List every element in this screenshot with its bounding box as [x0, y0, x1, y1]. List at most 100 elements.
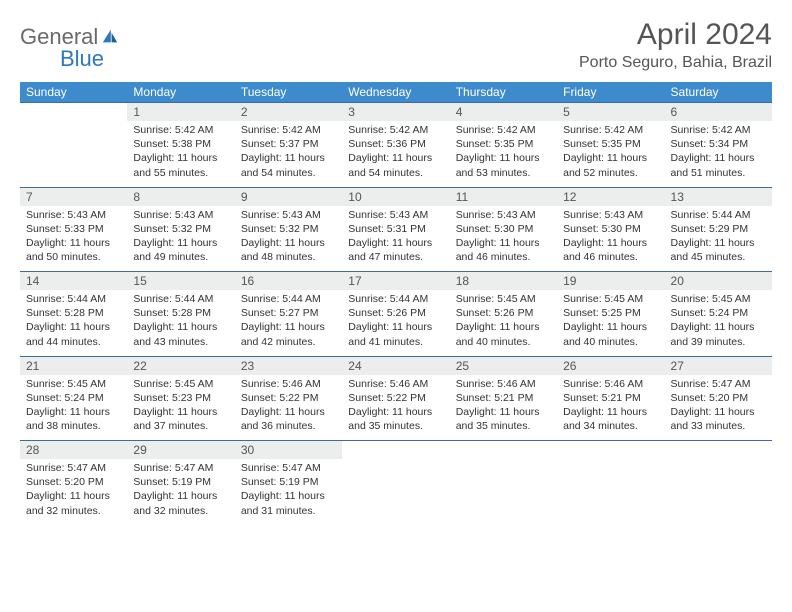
daylight-text: Daylight: 11 hours and 36 minutes. [241, 405, 336, 433]
day-cell: Sunrise: 5:43 AMSunset: 5:32 PMDaylight:… [235, 206, 342, 272]
day-number: 19 [557, 272, 664, 291]
day-number: 11 [450, 187, 557, 206]
day-number: 3 [342, 103, 449, 122]
daylight-text: Daylight: 11 hours and 40 minutes. [456, 320, 551, 348]
day-number: 10 [342, 187, 449, 206]
day-number: 24 [342, 356, 449, 375]
day-number: 25 [450, 356, 557, 375]
day-cell: Sunrise: 5:46 AMSunset: 5:22 PMDaylight:… [235, 375, 342, 441]
daylight-text: Daylight: 11 hours and 32 minutes. [133, 489, 228, 517]
sunset-text: Sunset: 5:35 PM [563, 137, 658, 151]
sunrise-text: Sunrise: 5:46 AM [348, 377, 443, 391]
sunrise-text: Sunrise: 5:44 AM [671, 208, 766, 222]
title-block: April 2024 Porto Seguro, Bahia, Brazil [579, 18, 772, 72]
daylight-text: Daylight: 11 hours and 53 minutes. [456, 151, 551, 179]
day-cell: Sunrise: 5:47 AMSunset: 5:19 PMDaylight:… [235, 459, 342, 525]
day-cell: Sunrise: 5:47 AMSunset: 5:20 PMDaylight:… [20, 459, 127, 525]
day-cell: Sunrise: 5:44 AMSunset: 5:29 PMDaylight:… [665, 206, 772, 272]
sunset-text: Sunset: 5:26 PM [348, 306, 443, 320]
sunrise-text: Sunrise: 5:45 AM [563, 292, 658, 306]
sunrise-text: Sunrise: 5:43 AM [241, 208, 336, 222]
day-number: 30 [235, 441, 342, 460]
day-number: 12 [557, 187, 664, 206]
weekday-header: Tuesday [235, 82, 342, 103]
sunset-text: Sunset: 5:28 PM [26, 306, 121, 320]
day-number: 18 [450, 272, 557, 291]
day-number: 6 [665, 103, 772, 122]
daylight-text: Daylight: 11 hours and 50 minutes. [26, 236, 121, 264]
sunset-text: Sunset: 5:20 PM [26, 475, 121, 489]
sunset-text: Sunset: 5:32 PM [241, 222, 336, 236]
daynum-row: 78910111213 [20, 187, 772, 206]
day-cell: Sunrise: 5:42 AMSunset: 5:36 PMDaylight:… [342, 121, 449, 187]
sunset-text: Sunset: 5:19 PM [241, 475, 336, 489]
weekday-header: Sunday [20, 82, 127, 103]
sunset-text: Sunset: 5:26 PM [456, 306, 551, 320]
daynum-row: 123456 [20, 103, 772, 122]
day-cell: Sunrise: 5:43 AMSunset: 5:33 PMDaylight:… [20, 206, 127, 272]
day-cell: Sunrise: 5:44 AMSunset: 5:27 PMDaylight:… [235, 290, 342, 356]
day-cell: Sunrise: 5:44 AMSunset: 5:28 PMDaylight:… [20, 290, 127, 356]
day-number: 9 [235, 187, 342, 206]
day-number: 7 [20, 187, 127, 206]
day-number: 20 [665, 272, 772, 291]
sunrise-text: Sunrise: 5:45 AM [133, 377, 228, 391]
day-cell: Sunrise: 5:46 AMSunset: 5:21 PMDaylight:… [557, 375, 664, 441]
weekday-header: Monday [127, 82, 234, 103]
sunrise-text: Sunrise: 5:45 AM [671, 292, 766, 306]
day-cell: Sunrise: 5:46 AMSunset: 5:22 PMDaylight:… [342, 375, 449, 441]
sunset-text: Sunset: 5:21 PM [563, 391, 658, 405]
logo: GeneralBlue [20, 24, 120, 72]
sunset-text: Sunset: 5:31 PM [348, 222, 443, 236]
sunset-text: Sunset: 5:28 PM [133, 306, 228, 320]
sunrise-text: Sunrise: 5:44 AM [348, 292, 443, 306]
daylight-text: Daylight: 11 hours and 40 minutes. [563, 320, 658, 348]
sunrise-text: Sunrise: 5:46 AM [563, 377, 658, 391]
daylight-text: Daylight: 11 hours and 46 minutes. [563, 236, 658, 264]
sunset-text: Sunset: 5:22 PM [241, 391, 336, 405]
day-cell: Sunrise: 5:45 AMSunset: 5:26 PMDaylight:… [450, 290, 557, 356]
day-cell: Sunrise: 5:44 AMSunset: 5:26 PMDaylight:… [342, 290, 449, 356]
day-cell: Sunrise: 5:43 AMSunset: 5:32 PMDaylight:… [127, 206, 234, 272]
sunset-text: Sunset: 5:36 PM [348, 137, 443, 151]
day-cell: Sunrise: 5:45 AMSunset: 5:23 PMDaylight:… [127, 375, 234, 441]
sunset-text: Sunset: 5:35 PM [456, 137, 551, 151]
day-number [20, 103, 127, 122]
day-cell [557, 459, 664, 525]
daynum-row: 14151617181920 [20, 272, 772, 291]
sunrise-text: Sunrise: 5:47 AM [241, 461, 336, 475]
content-row: Sunrise: 5:45 AMSunset: 5:24 PMDaylight:… [20, 375, 772, 441]
day-number: 23 [235, 356, 342, 375]
daylight-text: Daylight: 11 hours and 37 minutes. [133, 405, 228, 433]
daylight-text: Daylight: 11 hours and 55 minutes. [133, 151, 228, 179]
sunset-text: Sunset: 5:25 PM [563, 306, 658, 320]
daylight-text: Daylight: 11 hours and 33 minutes. [671, 405, 766, 433]
day-cell: Sunrise: 5:43 AMSunset: 5:31 PMDaylight:… [342, 206, 449, 272]
daylight-text: Daylight: 11 hours and 48 minutes. [241, 236, 336, 264]
sunset-text: Sunset: 5:29 PM [671, 222, 766, 236]
sunset-text: Sunset: 5:37 PM [241, 137, 336, 151]
sunrise-text: Sunrise: 5:46 AM [456, 377, 551, 391]
sunrise-text: Sunrise: 5:45 AM [26, 377, 121, 391]
sunset-text: Sunset: 5:30 PM [456, 222, 551, 236]
day-cell: Sunrise: 5:42 AMSunset: 5:37 PMDaylight:… [235, 121, 342, 187]
daylight-text: Daylight: 11 hours and 46 minutes. [456, 236, 551, 264]
day-cell: Sunrise: 5:46 AMSunset: 5:21 PMDaylight:… [450, 375, 557, 441]
weekday-header: Wednesday [342, 82, 449, 103]
day-cell: Sunrise: 5:44 AMSunset: 5:28 PMDaylight:… [127, 290, 234, 356]
sunset-text: Sunset: 5:30 PM [563, 222, 658, 236]
daylight-text: Daylight: 11 hours and 52 minutes. [563, 151, 658, 179]
logo-text-blue: Blue [20, 46, 120, 72]
day-number: 15 [127, 272, 234, 291]
day-cell: Sunrise: 5:42 AMSunset: 5:34 PMDaylight:… [665, 121, 772, 187]
location-text: Porto Seguro, Bahia, Brazil [579, 54, 772, 72]
daylight-text: Daylight: 11 hours and 44 minutes. [26, 320, 121, 348]
sunset-text: Sunset: 5:19 PM [133, 475, 228, 489]
day-cell: Sunrise: 5:42 AMSunset: 5:38 PMDaylight:… [127, 121, 234, 187]
daynum-row: 21222324252627 [20, 356, 772, 375]
day-cell: Sunrise: 5:45 AMSunset: 5:24 PMDaylight:… [20, 375, 127, 441]
sunrise-text: Sunrise: 5:42 AM [348, 123, 443, 137]
daylight-text: Daylight: 11 hours and 47 minutes. [348, 236, 443, 264]
daylight-text: Daylight: 11 hours and 41 minutes. [348, 320, 443, 348]
header: GeneralBlue April 2024 Porto Seguro, Bah… [20, 18, 772, 72]
